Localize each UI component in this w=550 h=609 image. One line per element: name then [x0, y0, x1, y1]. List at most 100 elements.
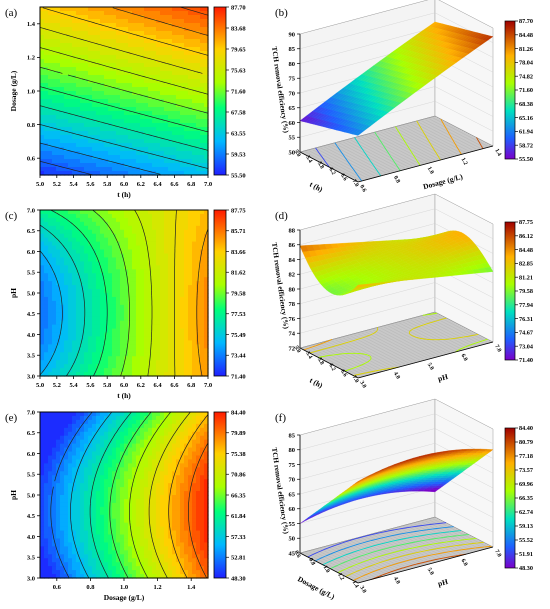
heatmap-cell	[140, 518, 145, 524]
heatmap-cell	[100, 261, 105, 266]
heatmap-cell	[52, 51, 57, 56]
heatmap-cell	[64, 127, 69, 132]
heatmap-cell	[168, 51, 173, 56]
heatmap-cell	[124, 368, 129, 373]
heatmap-cell	[176, 11, 181, 16]
heatmap-cell	[160, 75, 165, 80]
heatmap-cell	[92, 23, 97, 28]
heatmap-cell	[80, 127, 85, 132]
heatmap-cell	[40, 415, 45, 421]
heatmap-cell	[96, 210, 101, 215]
heatmap-cell	[184, 67, 189, 72]
heatmap-cell	[160, 558, 165, 563]
heatmap-cell	[80, 324, 85, 330]
heatmap-cell	[176, 245, 181, 251]
heatmap-cell	[80, 308, 85, 314]
heatmap-cell	[140, 431, 145, 437]
heatmap-cell	[52, 55, 57, 60]
heatmap-cell	[84, 261, 89, 266]
heatmap-cell	[176, 269, 181, 274]
heatmap-cell	[88, 67, 93, 72]
heatmap-cell	[96, 423, 101, 429]
heatmap-cell	[160, 360, 165, 365]
heatmap-cell	[124, 491, 129, 496]
heatmap-cell	[148, 328, 153, 334]
heatmap-cell	[116, 360, 121, 365]
heatmap-cell	[152, 253, 157, 259]
heatmap-cell	[148, 475, 153, 480]
heatmap-cell	[144, 495, 149, 500]
heatmap-cell	[108, 415, 113, 421]
heatmap-cell	[172, 31, 177, 36]
heatmap-cell	[116, 35, 121, 40]
heatmap-cell	[64, 265, 69, 270]
heatmap-cell	[92, 31, 97, 36]
heatmap-cell	[52, 368, 57, 373]
heatmap-cell	[80, 475, 85, 480]
heatmap-cell	[132, 332, 137, 338]
heatmap-cell	[56, 300, 61, 306]
heatmap-cell	[128, 143, 133, 148]
heatmap-cell	[164, 344, 169, 349]
heatmap-cell	[44, 15, 49, 20]
heatmap-cell	[52, 19, 57, 24]
heatmap-cell	[40, 502, 45, 508]
heatmap-cell	[112, 277, 117, 282]
heatmap-cell	[60, 35, 65, 40]
heatmap-cell	[40, 352, 45, 357]
heatmap-cell	[120, 285, 125, 290]
heatmap-cell	[148, 119, 153, 124]
heatmap-cell	[48, 336, 53, 342]
heatmap-cell	[124, 19, 129, 24]
heatmap-cell	[176, 352, 181, 357]
heatmap-cell	[136, 348, 141, 353]
heatmap-cell	[104, 35, 109, 40]
heatmap-cell	[132, 455, 137, 461]
heatmap-cell	[124, 221, 129, 227]
heatmap-cell	[180, 51, 185, 56]
heatmap-cell	[100, 443, 105, 449]
heatmap-cell	[44, 514, 49, 520]
heatmap-cell	[204, 261, 209, 266]
heatmap-cell	[104, 570, 109, 575]
heatmap-cell	[136, 217, 141, 223]
heatmap-cell	[60, 147, 65, 152]
heatmap-cell	[60, 27, 65, 32]
heatmap-cell	[104, 308, 109, 314]
heatmap-cell	[100, 11, 105, 16]
heatmap-cell	[152, 39, 157, 44]
heatmap-cell	[60, 7, 65, 12]
heatmap-cell	[72, 111, 77, 116]
heatmap-cell	[76, 167, 81, 172]
heatmap-cell	[76, 483, 81, 488]
heatmap-cell	[44, 233, 49, 239]
heatmap-cell	[132, 167, 137, 172]
heatmap-cell	[108, 530, 113, 536]
heatmap-cell	[116, 277, 121, 282]
heatmap-cell	[200, 328, 205, 334]
heatmap-cell	[176, 225, 181, 231]
heatmap-cell	[40, 163, 45, 168]
heatmap-cell	[152, 91, 157, 96]
heatmap-cell	[184, 95, 189, 100]
heatmap-cell	[188, 111, 193, 116]
heatmap-cell	[160, 554, 165, 559]
colorbar-tick-label: 83.66	[231, 249, 246, 256]
contour-line	[174, 209, 177, 376]
heatmap-cell	[116, 213, 121, 219]
heatmap-cell	[104, 412, 109, 417]
heatmap-cell	[148, 558, 153, 563]
heatmap-cell	[64, 562, 69, 567]
heatmap-cell	[104, 51, 109, 56]
heatmap-cell	[156, 558, 161, 563]
heatmap-cell	[52, 293, 57, 298]
heatmap-cell	[148, 19, 153, 24]
heatmap-cell	[136, 518, 141, 524]
heatmap-cell	[104, 479, 109, 484]
heatmap-cell	[120, 155, 125, 160]
heatmap-cell	[88, 210, 93, 215]
heatmap-cell	[192, 87, 197, 92]
heatmap-cell	[168, 328, 173, 334]
heatmap-cell	[68, 237, 73, 243]
heatmap-cell	[188, 312, 193, 318]
